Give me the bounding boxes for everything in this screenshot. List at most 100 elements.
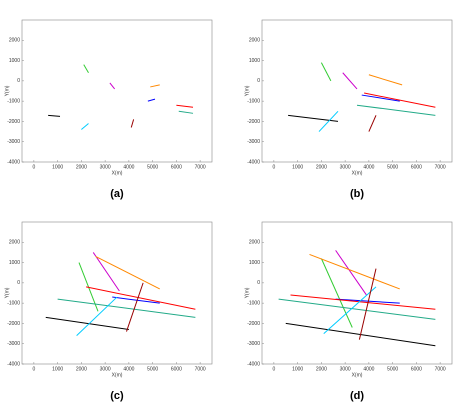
y-tick-label: 1000 — [249, 58, 260, 64]
y-tick-label: -1000 — [247, 98, 260, 104]
y-tick-label: -1000 — [247, 300, 260, 306]
y-tick-label: -3000 — [247, 139, 260, 145]
track-line — [178, 110, 194, 114]
track-line — [112, 296, 160, 304]
track-line — [147, 98, 156, 102]
x-tick-label: 6000 — [411, 164, 422, 170]
x-axis-label: X(m) — [112, 170, 123, 176]
y-tick-label: -2000 — [247, 321, 260, 327]
track-line — [150, 84, 160, 88]
track-line — [320, 258, 353, 328]
x-tick-label: 1000 — [52, 164, 63, 170]
x-tick-label: 4000 — [123, 366, 134, 372]
x-axis-label: X(m) — [352, 170, 363, 176]
y-axis-label: Y(m) — [4, 287, 10, 298]
x-tick-label: 4000 — [363, 164, 374, 170]
track-line — [95, 256, 160, 290]
track-line — [318, 110, 339, 132]
y-tick-label: 2000 — [249, 38, 260, 44]
x-tick-label: 0 — [272, 366, 275, 372]
plot-frame — [21, 19, 213, 163]
track-line — [364, 92, 436, 108]
track-line — [278, 298, 436, 320]
x-tick-label: 5000 — [387, 164, 398, 170]
x-tick-label: 3000 — [340, 164, 351, 170]
x-tick-label: 1000 — [52, 366, 63, 372]
track-line — [130, 119, 135, 128]
y-tick-label: 2000 — [9, 38, 20, 44]
y-tick-label: 2000 — [9, 240, 20, 246]
y-axis-label: Y(m) — [244, 85, 250, 96]
track-line — [323, 286, 377, 334]
y-tick-label: -4000 — [247, 159, 260, 165]
track-line — [335, 298, 400, 304]
x-tick-label: 0 — [272, 164, 275, 170]
x-tick-label: 1000 — [292, 164, 303, 170]
y-tick-label: -2000 — [7, 119, 20, 125]
x-tick-label: 2000 — [76, 366, 87, 372]
y-tick-label: -3000 — [247, 341, 260, 347]
y-axis-label: Y(m) — [4, 85, 10, 96]
caption: (d) — [350, 390, 364, 402]
y-tick-label: 0 — [257, 280, 260, 286]
x-tick-label: 2000 — [76, 164, 87, 170]
y-tick-label: -1000 — [7, 300, 20, 306]
x-tick-label: 7000 — [195, 164, 206, 170]
x-tick-label: 3000 — [100, 164, 111, 170]
track-line — [45, 316, 129, 331]
track-line — [309, 253, 400, 290]
plot-frame — [261, 19, 453, 163]
y-tick-label: 1000 — [9, 58, 20, 64]
track-line — [48, 114, 61, 117]
y-tick-label: 0 — [17, 280, 20, 286]
caption: (b) — [350, 188, 364, 200]
x-tick-label: 7000 — [435, 366, 446, 372]
x-tick-label: 4000 — [363, 366, 374, 372]
x-tick-label: 6000 — [411, 366, 422, 372]
x-tick-label: 6000 — [171, 366, 182, 372]
y-tick-label: 1000 — [249, 260, 260, 266]
x-tick-label: 5000 — [147, 366, 158, 372]
y-tick-label: -4000 — [247, 361, 260, 367]
x-tick-label: 0 — [32, 164, 35, 170]
x-tick-label: 7000 — [195, 366, 206, 372]
x-tick-label: 4000 — [123, 164, 134, 170]
caption: (c) — [110, 390, 124, 402]
track-line — [342, 72, 358, 90]
x-axis-label: X(m) — [112, 372, 123, 378]
x-tick-label: 5000 — [387, 366, 398, 372]
x-tick-label: 5000 — [147, 164, 158, 170]
track-line — [358, 268, 377, 340]
track-line — [320, 62, 332, 82]
track-line — [57, 298, 196, 318]
y-axis-label: Y(m) — [244, 287, 250, 298]
y-tick-label: -2000 — [247, 119, 260, 125]
track-line — [290, 294, 436, 310]
x-tick-label: 1000 — [292, 366, 303, 372]
x-tick-label: 2000 — [316, 164, 327, 170]
caption: (a) — [110, 188, 124, 200]
y-tick-label: 0 — [257, 78, 260, 84]
x-tick-label: 3000 — [100, 366, 111, 372]
x-tick-label: 3000 — [340, 366, 351, 372]
track-line — [76, 296, 118, 336]
track-line — [356, 104, 436, 116]
y-tick-label: 2000 — [249, 240, 260, 246]
y-tick-label: -4000 — [7, 159, 20, 165]
track-line — [368, 74, 403, 86]
y-tick-label: -4000 — [7, 361, 20, 367]
track-line — [335, 250, 367, 296]
x-tick-label: 6000 — [171, 164, 182, 170]
track-line — [361, 94, 400, 102]
track-line — [126, 282, 144, 332]
track-line — [109, 82, 116, 90]
x-tick-label: 0 — [32, 366, 35, 372]
y-tick-label: -3000 — [7, 341, 20, 347]
y-tick-label: -1000 — [7, 98, 20, 104]
y-tick-label: 0 — [17, 78, 20, 84]
x-axis-label: X(m) — [352, 372, 363, 378]
track-line — [86, 286, 196, 310]
x-tick-label: 2000 — [316, 366, 327, 372]
track-line — [176, 104, 194, 108]
